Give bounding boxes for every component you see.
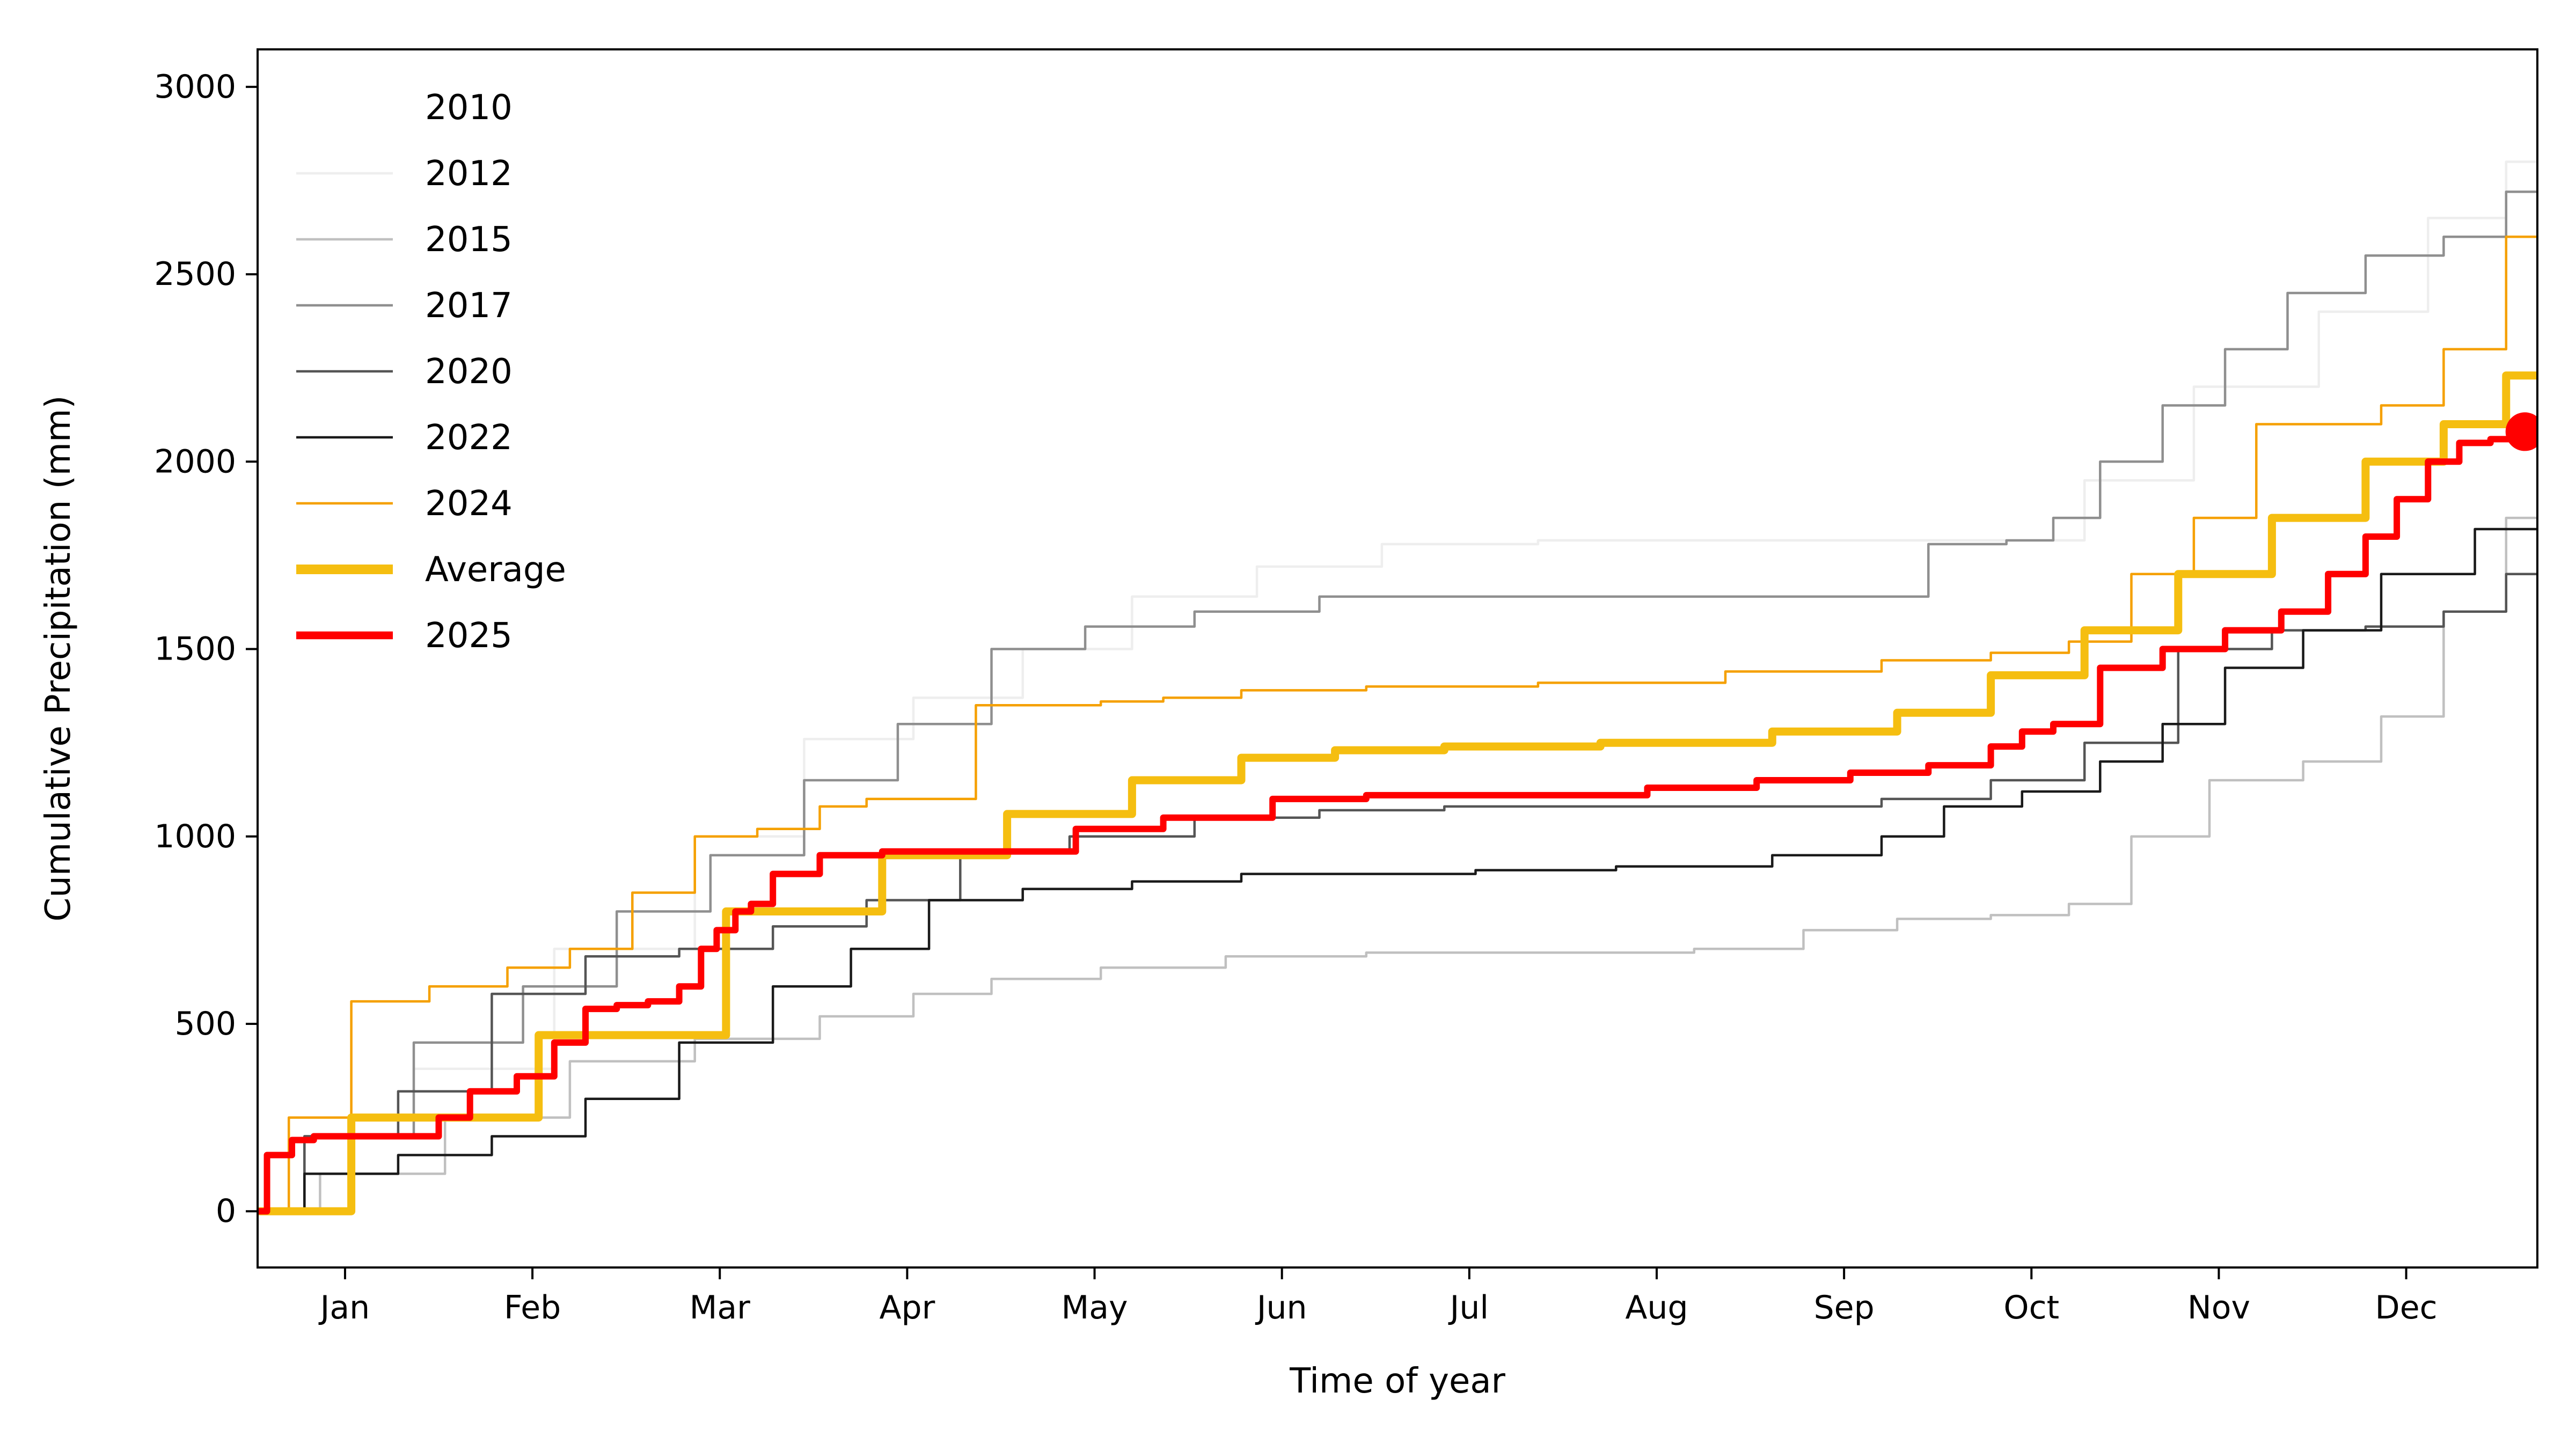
x-tick-label: Jun	[1255, 1289, 1307, 1327]
series-line-2022	[258, 527, 2537, 1213]
series-line-2025	[258, 428, 2528, 1215]
legend-label-2025: 2025	[425, 616, 513, 656]
x-tick-label: Dec	[2375, 1289, 2438, 1327]
legend: 2010 2012 2015 2017 2020 2022 2024 Average 2025	[296, 88, 566, 656]
axes-layer: 0 500 1000 1500 2000 2500 3000 Jan Feb Mar Apr May J…	[154, 48, 2538, 1327]
x-tick-label: Sep	[1814, 1289, 1875, 1327]
series-line-2024	[258, 235, 2537, 1213]
series-line-2017	[258, 190, 2537, 1213]
legend-label-2010: 2010	[425, 88, 513, 128]
x-tick-label: Oct	[2003, 1289, 2059, 1327]
y-tick-label: 1500	[154, 631, 236, 668]
series-end-marker	[2505, 412, 2537, 451]
x-tick-label: Mar	[690, 1289, 751, 1327]
legend-label-2015: 2015	[425, 220, 513, 260]
x-tick-label: Jan	[318, 1289, 370, 1327]
plot-frame	[257, 48, 2538, 1269]
legend-label-2017: 2017	[425, 286, 513, 326]
y-tick-label: 1000	[154, 818, 236, 855]
y-tick-label: 3000	[154, 68, 236, 106]
series-layer	[258, 93, 2537, 1215]
legend-label-2024: 2024	[425, 484, 513, 524]
x-tick-label: May	[1062, 1289, 1128, 1327]
legend-label-2020: 2020	[425, 352, 513, 392]
y-axis-label: Cumulative Precipitation (mm)	[39, 395, 78, 922]
y-tick-label: 0	[216, 1192, 236, 1230]
x-tick-label: Nov	[2187, 1289, 2250, 1327]
legend-label-2012: 2012	[425, 154, 513, 194]
x-tick-label: Aug	[1625, 1289, 1688, 1327]
series-line-average	[258, 371, 2537, 1215]
x-tick-label: Jul	[1448, 1289, 1489, 1327]
y-tick-label: 2500	[154, 255, 236, 293]
x-tick-label: Apr	[879, 1289, 935, 1327]
series-line-2020	[258, 573, 2537, 1213]
x-axis-label: Time of year	[1289, 1361, 1505, 1401]
y-tick-label: 2000	[154, 443, 236, 480]
legend-label-average: Average	[425, 550, 566, 590]
x-tick-label: Feb	[504, 1289, 561, 1327]
legend-label-2022: 2022	[425, 418, 513, 458]
y-tick-label: 500	[174, 1005, 236, 1043]
